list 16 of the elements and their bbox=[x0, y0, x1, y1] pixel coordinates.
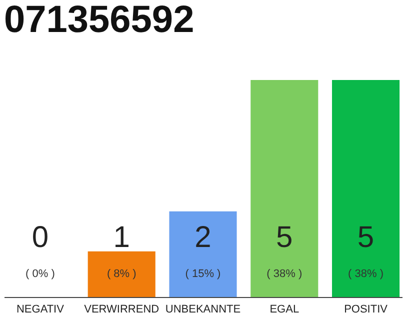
chart-title: 071356592 bbox=[4, 0, 194, 41]
x-tick-label: POSITIV bbox=[344, 304, 388, 316]
x-tick-label: EGAL bbox=[270, 304, 300, 316]
data-label: ( 38% ) bbox=[266, 268, 302, 280]
annotation: 2 bbox=[194, 221, 212, 254]
annotation: 5 bbox=[357, 221, 374, 254]
data-label: ( 38% ) bbox=[348, 268, 384, 280]
x-tick-label: VERWIRREND bbox=[84, 304, 160, 316]
data-label: ( 15% ) bbox=[185, 268, 221, 280]
annotation: 1 bbox=[113, 221, 130, 254]
annotation: 0 bbox=[32, 221, 49, 254]
x-tick-label: UNBEKANNTE bbox=[165, 304, 241, 316]
data-label: ( 8% ) bbox=[106, 268, 136, 280]
x-tick-label: NEGATIV bbox=[16, 304, 65, 316]
annotation: 5 bbox=[276, 221, 293, 254]
data-label: ( 0% ) bbox=[26, 268, 55, 280]
